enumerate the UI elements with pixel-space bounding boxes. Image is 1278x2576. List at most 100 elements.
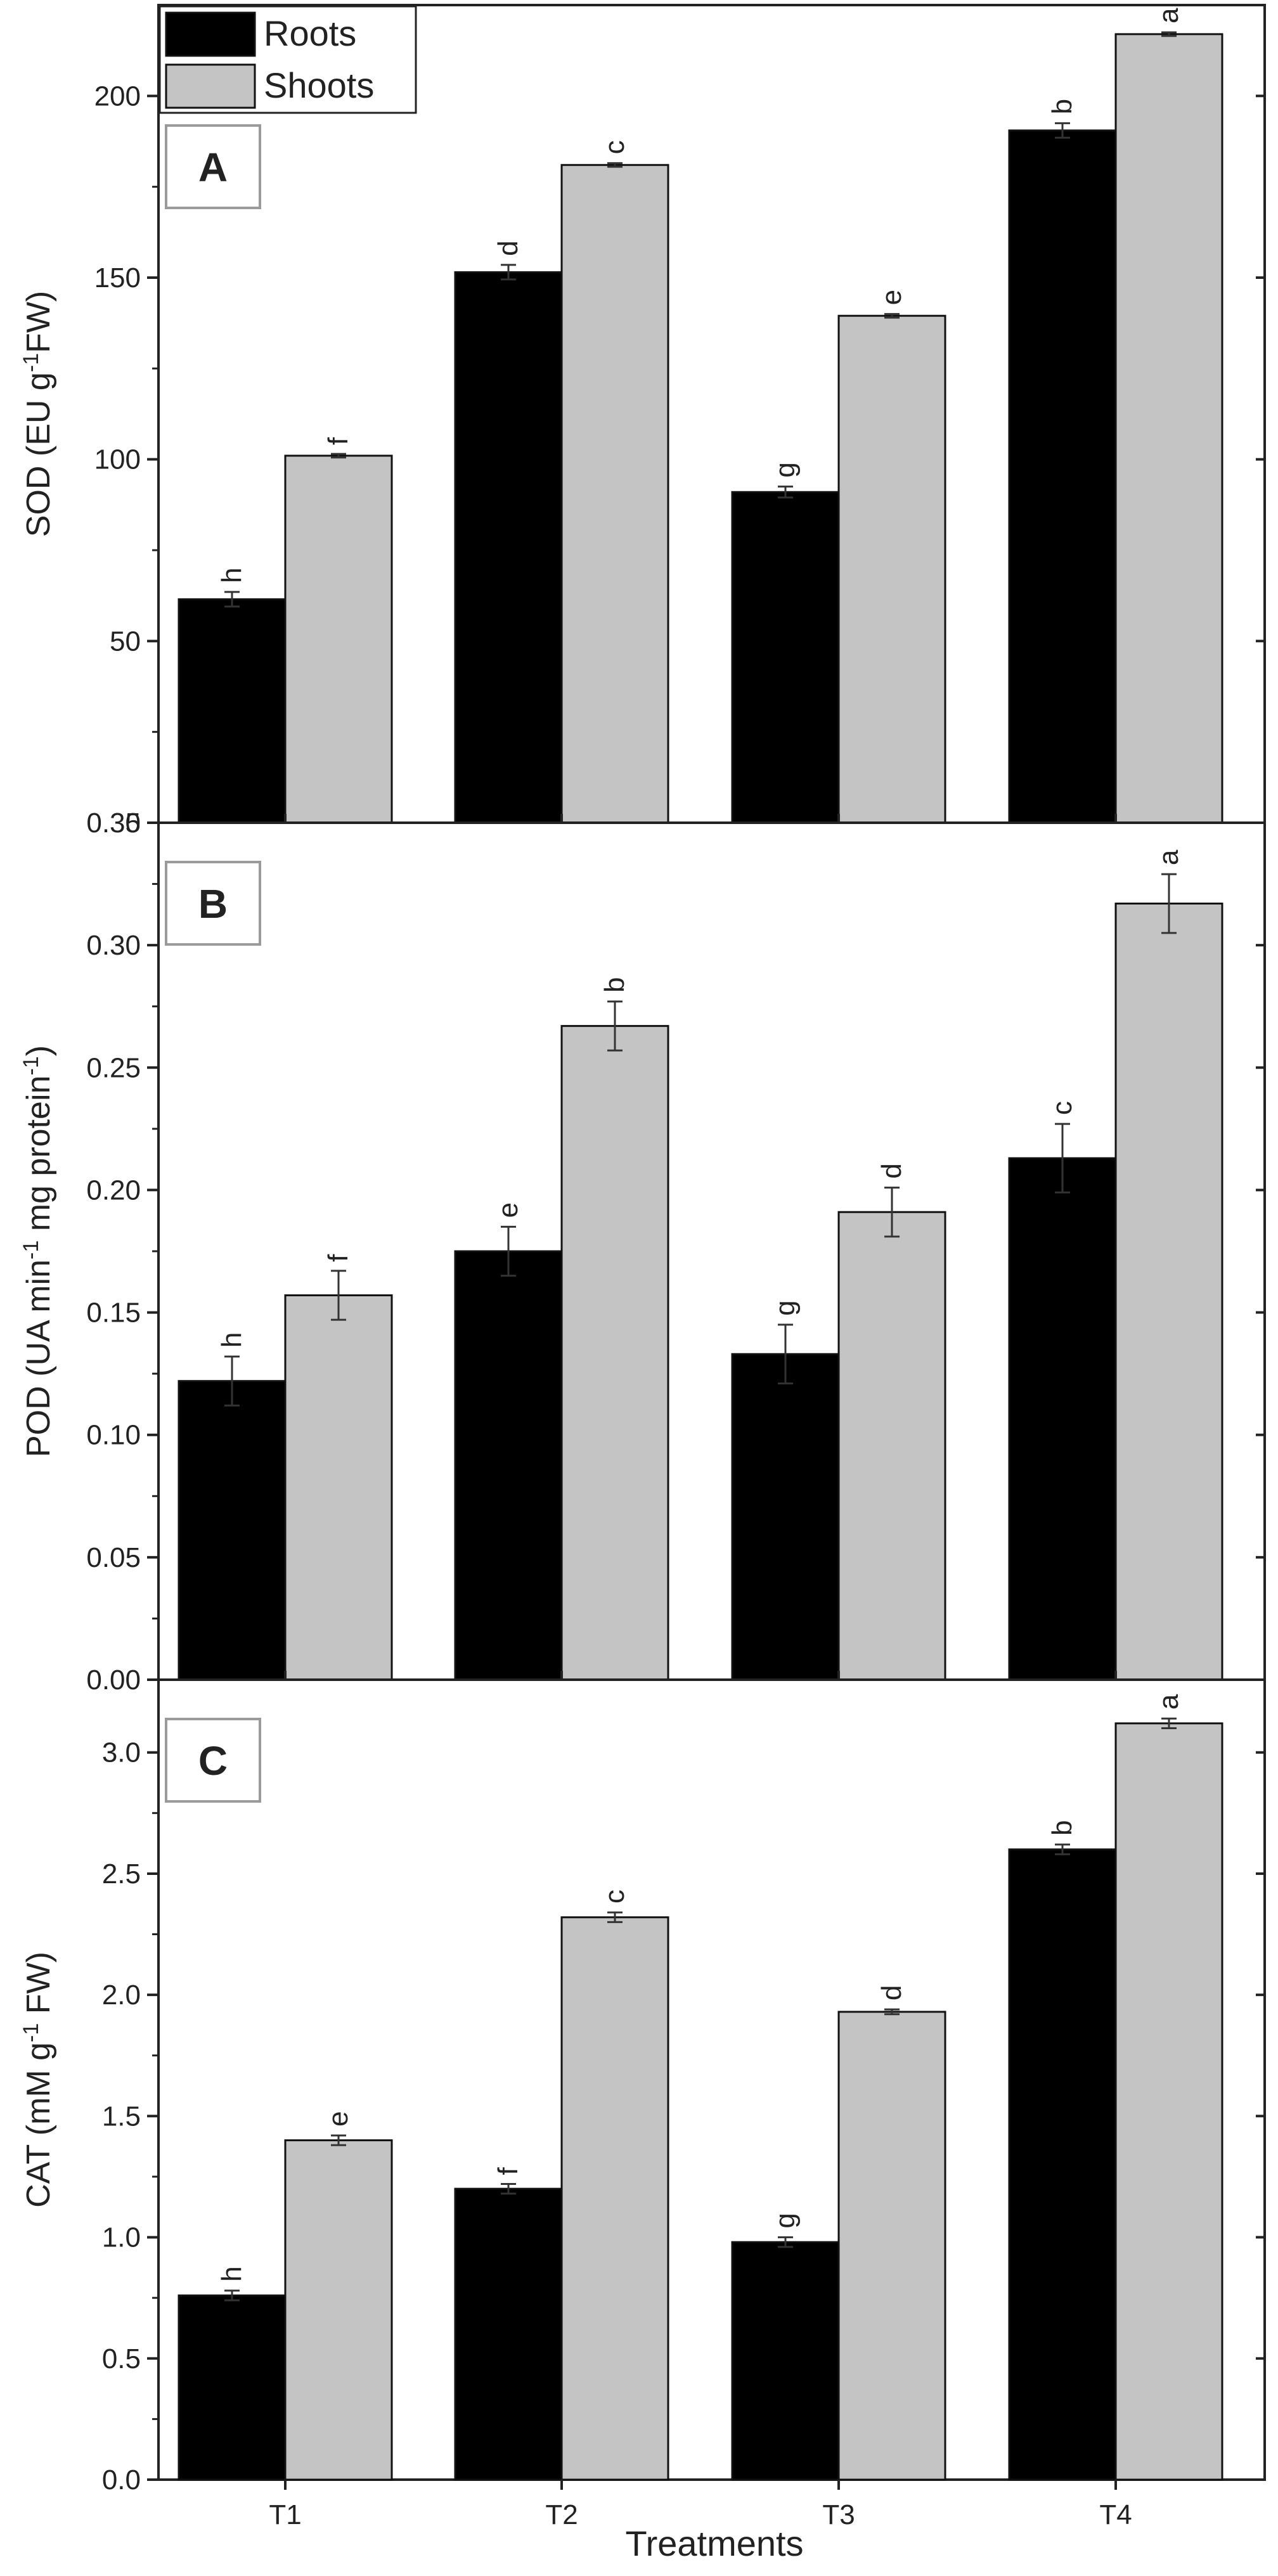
significance-letter: f (323, 437, 354, 445)
significance-letter: c (1047, 1101, 1078, 1115)
significance-letter: g (770, 462, 801, 477)
y-axis-title: SOD (EU g-1FW) (19, 291, 57, 537)
y-axis-title-sup: -1 (19, 1240, 43, 1259)
bar-shoots-t4 (1114, 33, 1223, 824)
y-axis-title: POD (UA min-1 mg protein-1) (19, 1045, 57, 1457)
panel-label: C (198, 1738, 228, 1784)
bar-shoots-t3 (837, 314, 946, 824)
panel-b: 0.00 0.05 0.10 0.15 0.20 0.25 0.30 0.35 POD (UA … (19, 808, 1266, 1696)
bar-shoots-t2 (560, 1025, 669, 1681)
bar-shoots-t3 (837, 2011, 946, 2481)
y-tick-label: 0.35 (86, 808, 141, 839)
panel-a: 0 50 100 150 200 SOD (EU g-1FW) h d g b f c e a A (19, 4, 1266, 839)
bar-shoots-t2 (560, 1916, 669, 2481)
y-tick-label: 0.30 (86, 930, 141, 961)
y-axis-title-sup2: -1 (19, 1056, 43, 1075)
y-tick-label: 0.0 (102, 2464, 141, 2496)
bar-roots-t2 (454, 2187, 563, 2481)
significance-letter: c (599, 140, 630, 154)
x-axis-title: Treatments (625, 2523, 803, 2563)
y-tick-label: 200 (94, 80, 141, 112)
bar-shoots-t1 (284, 2139, 393, 2481)
bar-shoots-t4 (1114, 902, 1223, 1681)
y-tick-label: 0.15 (86, 1298, 141, 1329)
panel-label-box (165, 1718, 261, 1803)
panel-label-box (165, 861, 261, 946)
y-tick-label: 0 (126, 808, 141, 839)
significance-letter: g (770, 2213, 801, 2228)
significance-letter: a (1153, 1694, 1184, 1710)
y-tick-label: 0.05 (86, 1542, 141, 1573)
x-tick-label: T3 (822, 2499, 855, 2530)
x-tick-label: T2 (545, 2499, 578, 2530)
y-tick-label: 1.0 (102, 2222, 141, 2253)
y-axis-title-main: POD (UA min (20, 1259, 57, 1457)
bar-roots-t1 (178, 598, 287, 824)
bar-roots-t4 (1008, 129, 1117, 824)
y-axis-title-end: FW) (20, 291, 57, 353)
legend: Roots Shoots (158, 5, 417, 114)
y-axis-title-sup: -1 (19, 353, 43, 372)
x-tick-label: T4 (1099, 2499, 1132, 2530)
y-tick-label: 2.0 (102, 1980, 141, 2011)
bar-shoots-t3 (837, 1211, 946, 1681)
significance-letter: g (770, 1300, 801, 1315)
bar-shoots-t1 (284, 454, 393, 824)
y-axis-title-main: SOD (EU g (20, 372, 57, 537)
y-tick-label: 0.10 (86, 1420, 141, 1451)
x-tick-label: T1 (269, 2499, 301, 2530)
plot-frame (157, 1678, 1266, 2481)
legend-label-shoots: Shoots (264, 65, 374, 105)
significance-letter: b (1047, 99, 1078, 114)
significance-letter: e (493, 1202, 524, 1218)
significance-letter: e (323, 2111, 354, 2126)
bar-roots-t1 (178, 2294, 287, 2481)
y-tick-label: 150 (94, 262, 141, 293)
significance-letter: e (876, 290, 907, 305)
y-axis-title-main: CAT (mM g (20, 2042, 57, 2208)
bar-roots-t3 (731, 1353, 840, 1681)
y-axis-title-end: ) (20, 1045, 57, 1056)
significance-letter: c (599, 1890, 630, 1903)
bar-roots-t2 (454, 1250, 563, 1681)
y-tick-label: 0.25 (86, 1052, 141, 1083)
y-tick-label: 0.5 (102, 2343, 141, 2374)
significance-letter: b (1047, 1820, 1078, 1836)
y-axis-title: CAT (mM g-1 FW) (19, 1952, 57, 2208)
y-tick-label: 2.5 (102, 1858, 141, 1890)
panel-c: 0.0 0.5 1.0 1.5 2.0 2.5 3.0 CAT (mM g-1 FW) h f g b… (19, 1678, 1266, 2530)
panel-label-box (165, 124, 261, 209)
significance-letter: d (493, 240, 524, 255)
significance-letter: d (876, 1163, 907, 1178)
y-tick-label: 50 (110, 626, 141, 657)
bar-roots-t4 (1008, 1848, 1117, 2481)
y-axis-title-mid: mg protein (20, 1076, 57, 1240)
y-axis-title-end: FW) (20, 1952, 57, 2023)
bar-roots-t1 (178, 1380, 287, 1681)
y-axis-title-sup: -1 (19, 2023, 43, 2042)
legend-label-roots: Roots (264, 13, 356, 53)
panel-label: A (198, 145, 228, 190)
significance-letter: f (493, 2167, 524, 2175)
significance-letter: h (216, 2266, 247, 2281)
y-tick-label: 0.20 (86, 1175, 141, 1206)
y-tick-label: 100 (94, 444, 141, 475)
y-tick-label: 3.0 (102, 1737, 141, 1768)
bar-roots-t2 (454, 271, 563, 824)
y-tick-label: 1.5 (102, 2101, 141, 2132)
significance-letter: d (876, 1985, 907, 2000)
y-tick-label: 0.00 (86, 1665, 141, 1696)
bar-roots-t3 (731, 491, 840, 824)
panel-label: B (198, 881, 228, 927)
bar-shoots-t2 (560, 164, 669, 824)
legend-swatch-shoots (165, 63, 256, 109)
significance-letter: h (216, 1332, 247, 1348)
bar-shoots-t4 (1114, 1722, 1223, 2481)
significance-letter: a (1153, 849, 1184, 865)
bar-roots-t3 (731, 2241, 840, 2481)
bar-roots-t4 (1008, 1157, 1117, 1681)
significance-letter: f (323, 1254, 354, 1262)
significance-letter: a (1153, 8, 1184, 23)
